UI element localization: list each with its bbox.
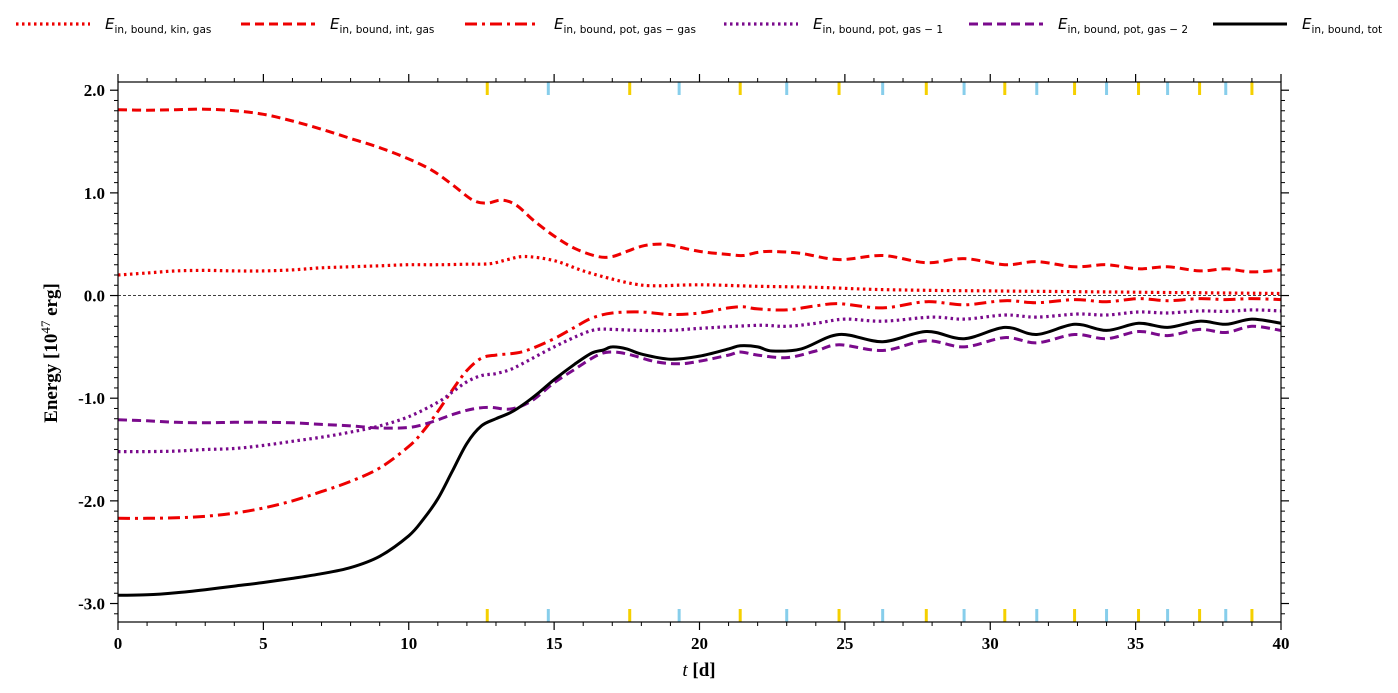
legend-label-main: E: [330, 15, 340, 33]
y-tick-label: 0.0: [84, 287, 105, 306]
y-axis-label-unit: erg]: [41, 283, 62, 320]
plot-border: [117, 81, 1282, 623]
legend-label-main: E: [554, 15, 564, 33]
legend-label: Ein, bound, pot, gas − gas: [554, 15, 696, 36]
x-axis-variable: t: [682, 660, 688, 681]
x-tick-label: 5: [259, 634, 268, 653]
event-markers: [485, 82, 1254, 622]
series-line-6: [117, 317, 1282, 597]
legend-label: Ein, bound, kin, gas: [105, 15, 211, 36]
y-tick-label: -3.0: [78, 595, 105, 614]
legend-label-main: E: [813, 15, 823, 33]
legend-label: Ein, bound, pot, gas − 2: [1058, 15, 1188, 36]
y-tick-label: -2.0: [78, 492, 105, 511]
legend-label-main: E: [1058, 15, 1068, 33]
legend-label-subscript: in, bound, pot, gas − 2: [1067, 24, 1188, 36]
legend-label-subscript: in, bound, int, gas: [339, 24, 434, 36]
x-tick-label: 20: [691, 634, 708, 653]
legend-label-subscript: in, bound, tot: [1311, 24, 1382, 36]
legend-label-main: E: [1302, 15, 1312, 33]
series-line-3: [117, 297, 1282, 520]
series-line-4: [117, 308, 1282, 454]
x-axis-label: t [d]: [682, 660, 715, 681]
legend-item-4: Ein, bound, pot, gas − 1: [724, 15, 943, 36]
legend-label-main: E: [105, 15, 115, 33]
tick-labels: 0 5 10 15 20 25 30 35 40 -3.0 -2.0 -1.0 0.0 1.0 2.0: [78, 81, 1289, 653]
x-tick-label: 40: [1273, 634, 1290, 653]
x-tick-label: 0: [114, 634, 123, 653]
y-axis-label: Energy [1047 erg]: [38, 283, 63, 423]
legend-label-subscript: in, bound, pot, gas − 1: [822, 24, 943, 36]
legend-label-subscript: in, bound, kin, gas: [114, 24, 211, 36]
x-tick-label: 10: [400, 634, 417, 653]
legend-item-2: Ein, bound, int, gas: [241, 15, 434, 36]
legend-label: Ein, bound, int, gas: [330, 15, 434, 36]
x-tick-label: 15: [546, 634, 563, 653]
legend-label: Ein, bound, tot: [1302, 15, 1382, 36]
y-tick-label: 1.0: [84, 184, 105, 203]
legend-item-1: Ein, bound, kin, gas: [16, 15, 211, 36]
legend-item-3: Ein, bound, pot, gas − gas: [465, 15, 696, 36]
y-axis-label-text: Energy [10: [41, 334, 62, 423]
series-line-1: [117, 254, 1282, 296]
x-tick-label: 35: [1127, 634, 1144, 653]
y-tick-label: -1.0: [78, 389, 105, 408]
series-line-5: [117, 324, 1282, 430]
plot-frame: [117, 81, 1282, 623]
series-lines: [117, 107, 1282, 597]
y-axis-label-exponent: 47: [38, 320, 53, 334]
legend-item-6: Ein, bound, tot: [1213, 15, 1382, 36]
legend-item-5: Ein, bound, pot, gas − 2: [969, 15, 1188, 36]
x-tick-label: 30: [982, 634, 999, 653]
y-tick-label: 2.0: [84, 81, 105, 100]
legend: Ein, bound, kin, gas Ein, bound, int, gas…: [16, 15, 1382, 36]
x-tick-label: 25: [836, 634, 853, 653]
x-axis-unit: [d]: [688, 660, 716, 681]
legend-label-subscript: in, bound, pot, gas − gas: [563, 24, 695, 36]
series-line-2: [117, 107, 1282, 274]
legend-label: Ein, bound, pot, gas − 1: [813, 15, 943, 36]
axis-ticks: [110, 74, 1289, 630]
